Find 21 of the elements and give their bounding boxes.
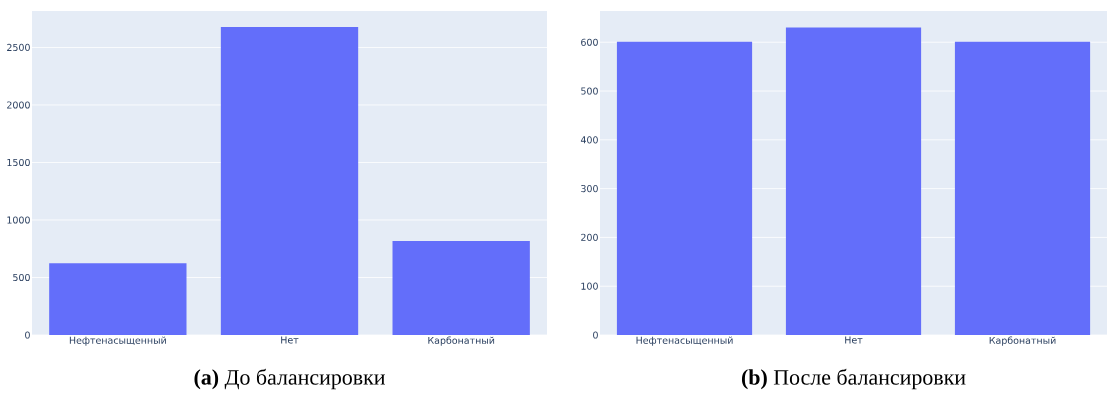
y-tick-label: 1500 <box>7 158 30 167</box>
y-tick-label: 300 <box>581 185 598 193</box>
x-tick-label: Нефтенасыщенный <box>636 336 733 346</box>
x-tick-label: Нефтенасыщенный <box>69 336 166 346</box>
text: (a) До балансировки <box>194 368 385 390</box>
y-tick-label: 2500 <box>7 43 30 52</box>
x-tick-label: Нет <box>845 336 863 344</box>
x-tick-label: Карбонатный <box>989 336 1056 346</box>
y-tick-label: 500 <box>581 87 598 95</box>
y-tick-label: 400 <box>580 136 598 144</box>
y-tick-label: 2000 <box>7 101 30 109</box>
y-tick-label: 500 <box>13 273 30 282</box>
y-tick-label: 600 <box>581 38 598 46</box>
x-tick-label: Нет <box>281 336 299 344</box>
y-tick-label: 0 <box>593 331 598 339</box>
y-tick-label: 0 <box>25 331 30 339</box>
y-tick-label: 1000 <box>7 216 30 224</box>
text: (b) После балансировки <box>741 368 966 390</box>
x-tick-label: Карбонатный <box>428 336 495 346</box>
y-tick-label: 100 <box>581 282 598 290</box>
y-tick-label: 200 <box>581 233 598 241</box>
